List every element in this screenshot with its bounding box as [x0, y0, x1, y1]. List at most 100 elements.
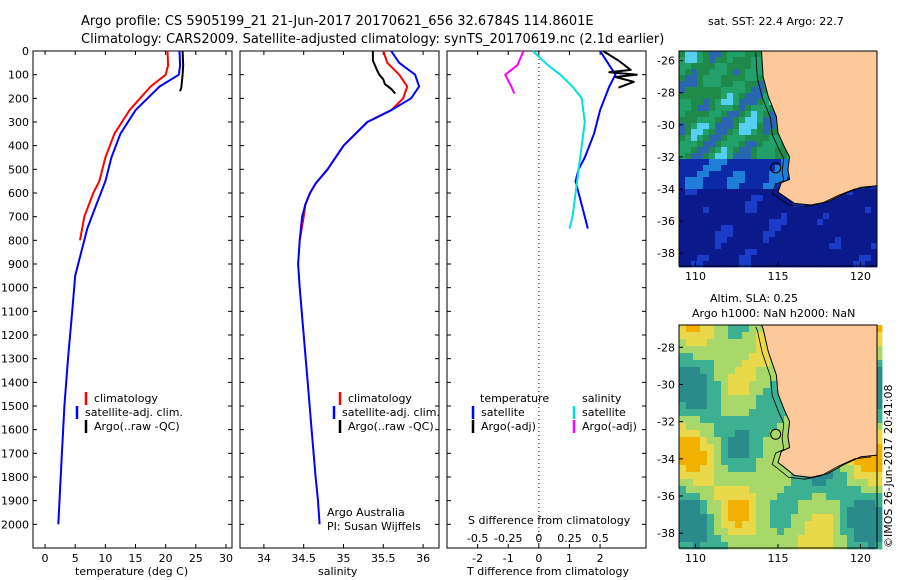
map-cell: [679, 521, 687, 529]
map-cell: [805, 255, 812, 262]
map-cell: [714, 339, 722, 347]
map-cell: [829, 207, 836, 214]
map-cell: [847, 521, 855, 529]
map-cell: [829, 261, 836, 268]
map-cell: [847, 535, 855, 543]
map-cell: [833, 542, 841, 550]
map-cell: [686, 332, 694, 340]
map-cell: [781, 201, 788, 208]
map-cell: [735, 444, 743, 452]
map-cell: [770, 535, 778, 543]
map-cell: [817, 243, 824, 250]
map-cell: [679, 493, 687, 501]
map-cell: [757, 177, 764, 184]
map-cell: [721, 395, 729, 403]
map-cell: [703, 93, 710, 100]
map-cell: [812, 521, 820, 529]
map-cell: [739, 81, 746, 88]
map-cell: [751, 153, 758, 160]
map-cell: [756, 451, 764, 459]
map-cell: [791, 528, 799, 536]
map-cell: [679, 388, 687, 396]
map-cell: [751, 201, 758, 208]
map-cell: [817, 219, 824, 226]
map-cell: [703, 75, 710, 82]
map-cell: [861, 479, 869, 487]
map-cell: [770, 444, 778, 452]
map-cell: [721, 135, 728, 142]
map-cell: [745, 183, 752, 190]
map-cell: [798, 514, 806, 522]
map-y-tick-label: -26: [657, 55, 675, 68]
map-cell: [859, 243, 866, 250]
map-cell: [745, 123, 752, 130]
map-cell: [685, 177, 692, 184]
map-cell: [805, 500, 813, 508]
map-cell: [735, 458, 743, 466]
map-cell: [770, 409, 778, 417]
map-cell: [709, 105, 716, 112]
s-tick-label: -0.5: [467, 532, 488, 545]
map-cell: [763, 147, 770, 154]
map-cell: [700, 367, 708, 375]
map-cell: [721, 57, 728, 64]
map-cell: [715, 69, 722, 76]
map-cell: [763, 416, 771, 424]
map-cell: [685, 255, 692, 262]
map-cell: [757, 261, 764, 268]
map-cell: [799, 213, 806, 220]
map-cell: [756, 542, 764, 550]
map-cell: [697, 183, 704, 190]
map-cell: [721, 165, 728, 172]
map-cell: [847, 249, 854, 256]
map-cell: [714, 409, 722, 417]
map-cell: [739, 183, 746, 190]
map-cell: [875, 514, 883, 522]
map-cell: [739, 153, 746, 160]
header-line1: Argo profile: CS 5905199_21 21-Jun-2017 …: [81, 14, 594, 29]
map-cell: [707, 339, 715, 347]
map-cell: [728, 521, 736, 529]
map-cell: [757, 165, 764, 172]
map-cell: [700, 409, 708, 417]
x-tick-label: -1: [503, 552, 514, 565]
map-cell: [756, 500, 764, 508]
map-cell: [697, 51, 704, 58]
map-cell: [707, 493, 715, 501]
map-cell: [728, 388, 736, 396]
map-cell: [853, 243, 860, 250]
map-cell: [728, 542, 736, 550]
map-cell: [805, 261, 812, 268]
map-cell: [727, 147, 734, 154]
map-cell: [861, 465, 869, 473]
map-cell: [700, 479, 708, 487]
map-cell: [714, 451, 722, 459]
map-cell: [871, 249, 878, 256]
map-cell: [823, 213, 830, 220]
map-cell: [691, 207, 698, 214]
x-tick-label: 20: [159, 552, 173, 565]
map-cell: [787, 225, 794, 232]
map-cell: [854, 542, 862, 550]
map-cell: [686, 528, 694, 536]
map-cell: [707, 430, 715, 438]
map-cell: [693, 486, 701, 494]
y-tick-label: 1700: [1, 447, 29, 460]
map-cell: [728, 353, 736, 361]
map-cell: [805, 542, 813, 550]
map-cell: [875, 507, 883, 515]
map-cell: [865, 261, 872, 268]
map-cell: [757, 111, 764, 118]
isobath-line: [755, 326, 872, 480]
map-cell: [865, 249, 872, 256]
map-cell: [805, 237, 812, 244]
map-cell: [728, 367, 736, 375]
map-cell: [853, 201, 860, 208]
map-cell: [777, 528, 785, 536]
map-cell: [777, 486, 785, 494]
map-cell: [769, 237, 776, 244]
map-cell: [685, 69, 692, 76]
map-cell: [693, 437, 701, 445]
map-cell: [823, 219, 830, 226]
map-cell: [709, 93, 716, 100]
